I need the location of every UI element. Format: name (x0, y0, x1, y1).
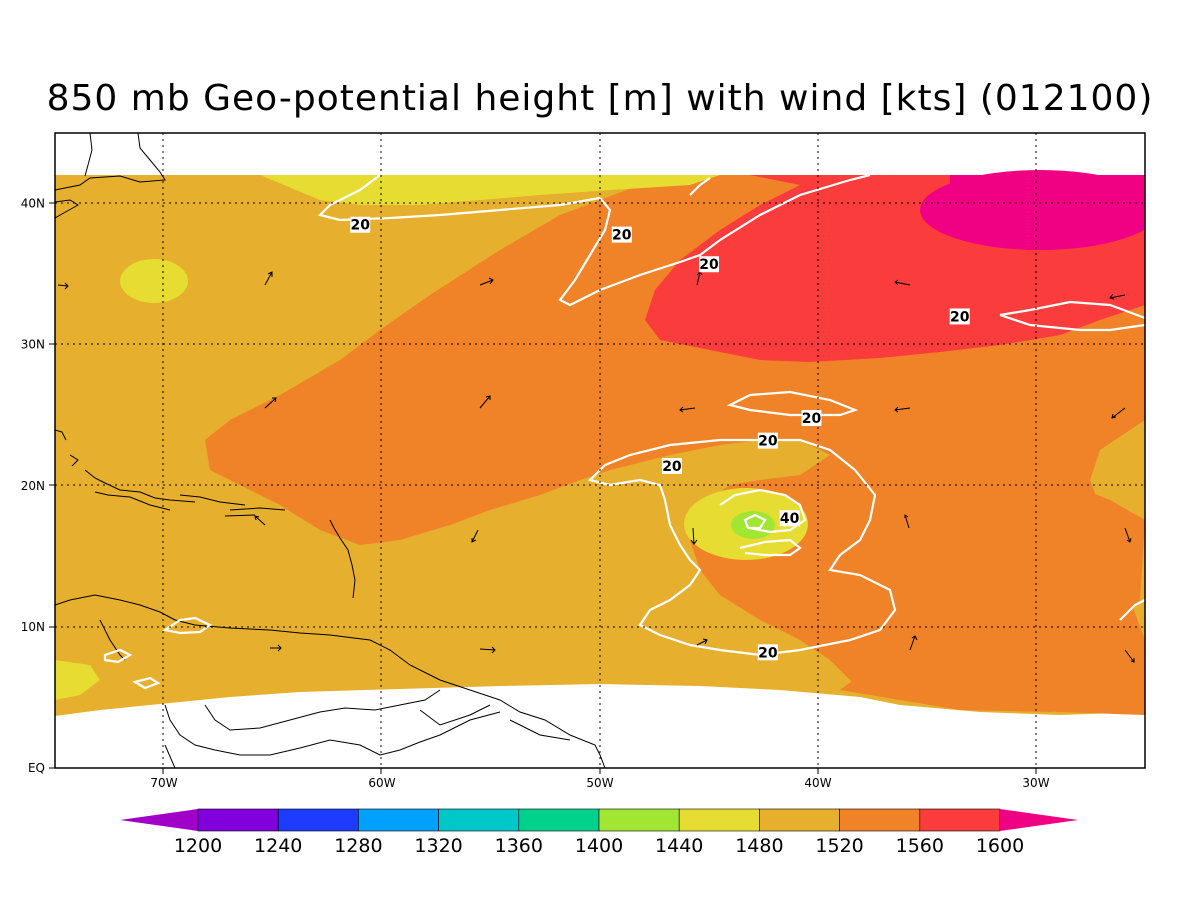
isotach-label: 20 (612, 228, 632, 244)
colorbar-bin (678, 808, 760, 832)
shade-1520-1560-south (840, 470, 1145, 712)
colorbar-min-arrow (120, 809, 198, 831)
longitude-tick-label: 60W (368, 776, 395, 790)
colorbar-level-label: 1200 (174, 835, 222, 857)
colorbar-bin (839, 808, 921, 832)
shade-1440-1480-west (120, 259, 188, 303)
colorbar-level-label: 1440 (655, 835, 703, 857)
shade-1400-1440 (731, 511, 775, 539)
longitude-tick-label: 40W (804, 776, 831, 790)
isotach-label: 40 (780, 511, 800, 527)
isotach-label-box (611, 226, 632, 243)
isotach-label-box (949, 308, 970, 325)
colorbar-bin (277, 808, 359, 832)
colorbar-bin (759, 808, 840, 832)
coastlines (55, 133, 606, 768)
isotach-label-box (757, 644, 778, 661)
latitude-tick-label: 10N (21, 620, 45, 634)
isotach-label-box (757, 432, 778, 449)
colorbar-bin (598, 808, 680, 832)
isotach-label: 20 (758, 434, 778, 450)
colorbar-level-label: 1280 (334, 835, 382, 857)
tick-marks (49, 202, 1037, 774)
colorbar-bin (197, 808, 279, 832)
latitude-tick-label: 20N (21, 479, 45, 493)
shade-1440-1480-north (260, 175, 720, 205)
colorbar-level-label: 1560 (896, 835, 944, 857)
shade-1440-1480-sw (55, 660, 100, 700)
latitude-tick-label: 40N (21, 197, 45, 211)
wind-vectors (57, 271, 1135, 663)
isotach-label-box (779, 510, 800, 527)
colorbar-level-label: 1400 (575, 835, 623, 857)
colorbar-level-label: 1520 (815, 835, 863, 857)
latitude-labels: 40N 30N 20N 10N EQ (21, 197, 45, 775)
colorbar-level-label: 1480 (735, 835, 783, 857)
colorbar-bin (438, 808, 520, 832)
longitude-tick-label: 70W (150, 776, 177, 790)
longitude-tick-label: 50W (586, 776, 613, 790)
isotach-labels: 20 20 20 20 20 20 20 40 20 (350, 216, 970, 661)
colorbar-level-label: 1320 (414, 835, 462, 857)
colorbar-level-label: 1600 (976, 835, 1024, 857)
isotach-label-box (699, 256, 719, 273)
isotach-label: 20 (802, 411, 822, 427)
isotach-label: 20 (758, 645, 778, 661)
isotach-label-box (801, 410, 822, 427)
isotach-label-box (350, 216, 371, 233)
shade-above-1600-top (950, 175, 1145, 205)
wind-isotachs (103, 173, 1145, 690)
graticule (55, 133, 1145, 768)
isotach-label: 20 (662, 459, 682, 475)
latitude-tick-label: 30N (21, 338, 45, 352)
colorbar-bin (919, 808, 1001, 832)
colorbar: 1200 1240 1280 1320 1360 1400 1440 1480 1520 1560… (120, 808, 1078, 857)
longitude-tick-label: 30W (1022, 776, 1049, 790)
isotach-label-box (661, 458, 682, 475)
longitude-labels: 70W 60W 50W 40W 30W (150, 776, 1049, 790)
isotach-label: 20 (350, 218, 370, 234)
isotach-label: 20 (950, 309, 970, 325)
colorbar-level-label: 1360 (495, 835, 543, 857)
map-title: 850 mb Geo-potential height [m] with win… (46, 78, 1154, 119)
colorbar-bin (358, 808, 439, 832)
colorbar-level-label: 1240 (254, 835, 302, 857)
height-field (55, 170, 1145, 716)
colorbar-max-arrow (1000, 809, 1078, 831)
latitude-tick-label: EQ (28, 761, 45, 775)
isotach-label: 20 (699, 257, 719, 273)
colorbar-bin (518, 808, 600, 832)
